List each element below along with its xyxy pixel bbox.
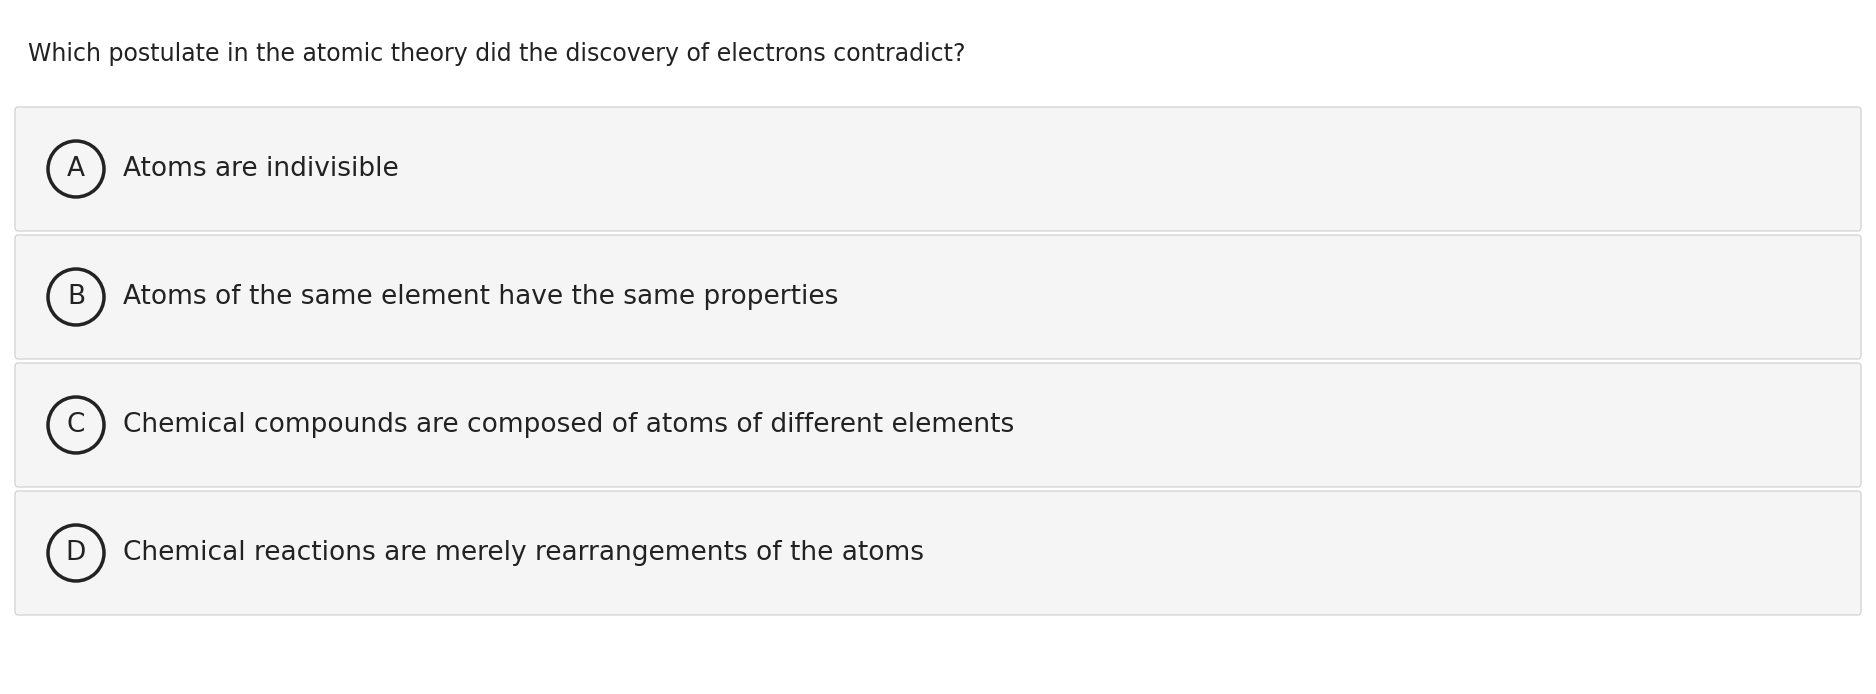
FancyBboxPatch shape [15, 491, 1861, 615]
Text: Which postulate in the atomic theory did the discovery of electrons contradict?: Which postulate in the atomic theory did… [28, 42, 966, 66]
Text: Chemical compounds are composed of atoms of different elements: Chemical compounds are composed of atoms… [124, 412, 1015, 438]
Text: C: C [68, 412, 84, 438]
FancyBboxPatch shape [15, 363, 1861, 487]
Text: Atoms are indivisible: Atoms are indivisible [124, 156, 400, 182]
Text: Atoms of the same element have the same properties: Atoms of the same element have the same … [124, 284, 839, 310]
Text: B: B [68, 284, 84, 310]
Text: D: D [66, 540, 86, 566]
FancyBboxPatch shape [15, 235, 1861, 359]
Text: Chemical reactions are merely rearrangements of the atoms: Chemical reactions are merely rearrangem… [124, 540, 925, 566]
Text: A: A [68, 156, 84, 182]
FancyBboxPatch shape [15, 107, 1861, 231]
